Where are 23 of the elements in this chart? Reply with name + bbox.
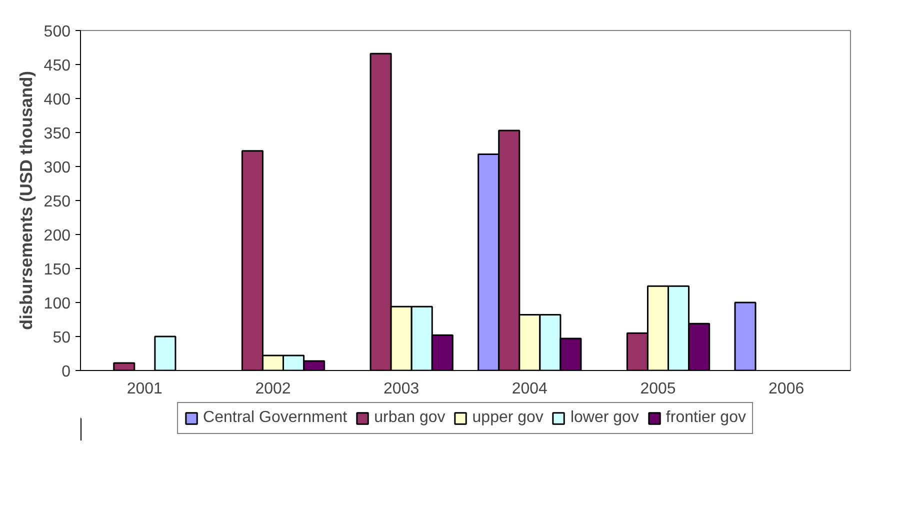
x-tick-label: 2001 <box>126 380 163 398</box>
y-axis-title: disbursements (USD thousand) <box>16 71 36 330</box>
y-tick-label: 250 <box>44 194 71 210</box>
legend-label: lower gov <box>570 409 639 427</box>
x-tick-label: 2005 <box>640 380 676 398</box>
y-tick-label: 500 <box>44 24 71 40</box>
x-tick-label: 2003 <box>384 380 420 398</box>
y-tick-label: 300 <box>44 160 71 176</box>
y-tick-label: 0 <box>62 364 71 380</box>
legend-label: Central Government <box>203 409 348 427</box>
y-tick-label: 200 <box>44 228 71 244</box>
legend-label: upper gov <box>472 409 544 427</box>
x-tick-label: 2006 <box>768 380 804 398</box>
x-tick-label: 2004 <box>512 380 548 398</box>
y-tick-label: 100 <box>44 296 71 312</box>
y-tick-label: 150 <box>44 262 71 278</box>
y-tick-label: 450 <box>44 58 71 74</box>
x-tick-label: 2002 <box>255 380 291 398</box>
y-tick-label: 50 <box>52 330 71 346</box>
legend-label: frontier gov <box>666 409 746 427</box>
y-tick-label: 400 <box>44 92 71 108</box>
y-tick-label: 350 <box>44 126 71 142</box>
legend-label: urban gov <box>374 409 446 427</box>
